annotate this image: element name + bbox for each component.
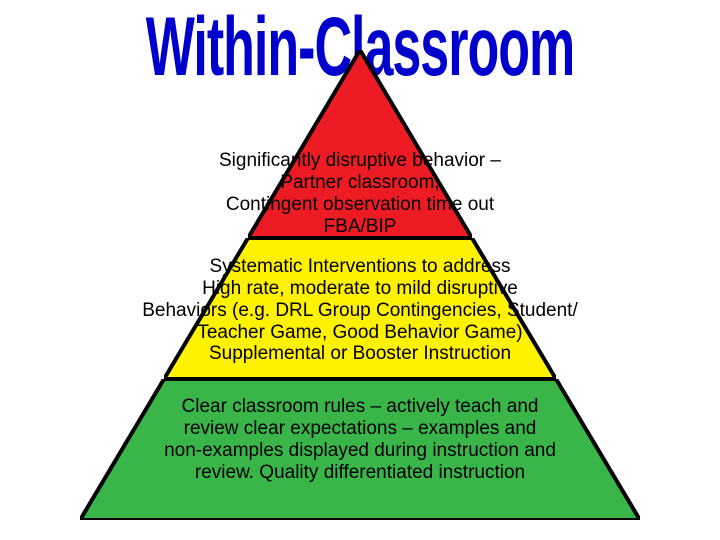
tier-bottom-text: Clear classroom rules – actively teach a…: [40, 396, 680, 483]
tier-middle-text: Systematic Interventions to address High…: [40, 256, 680, 365]
tier-top-text: Significantly disruptive behavior – Part…: [40, 150, 680, 237]
